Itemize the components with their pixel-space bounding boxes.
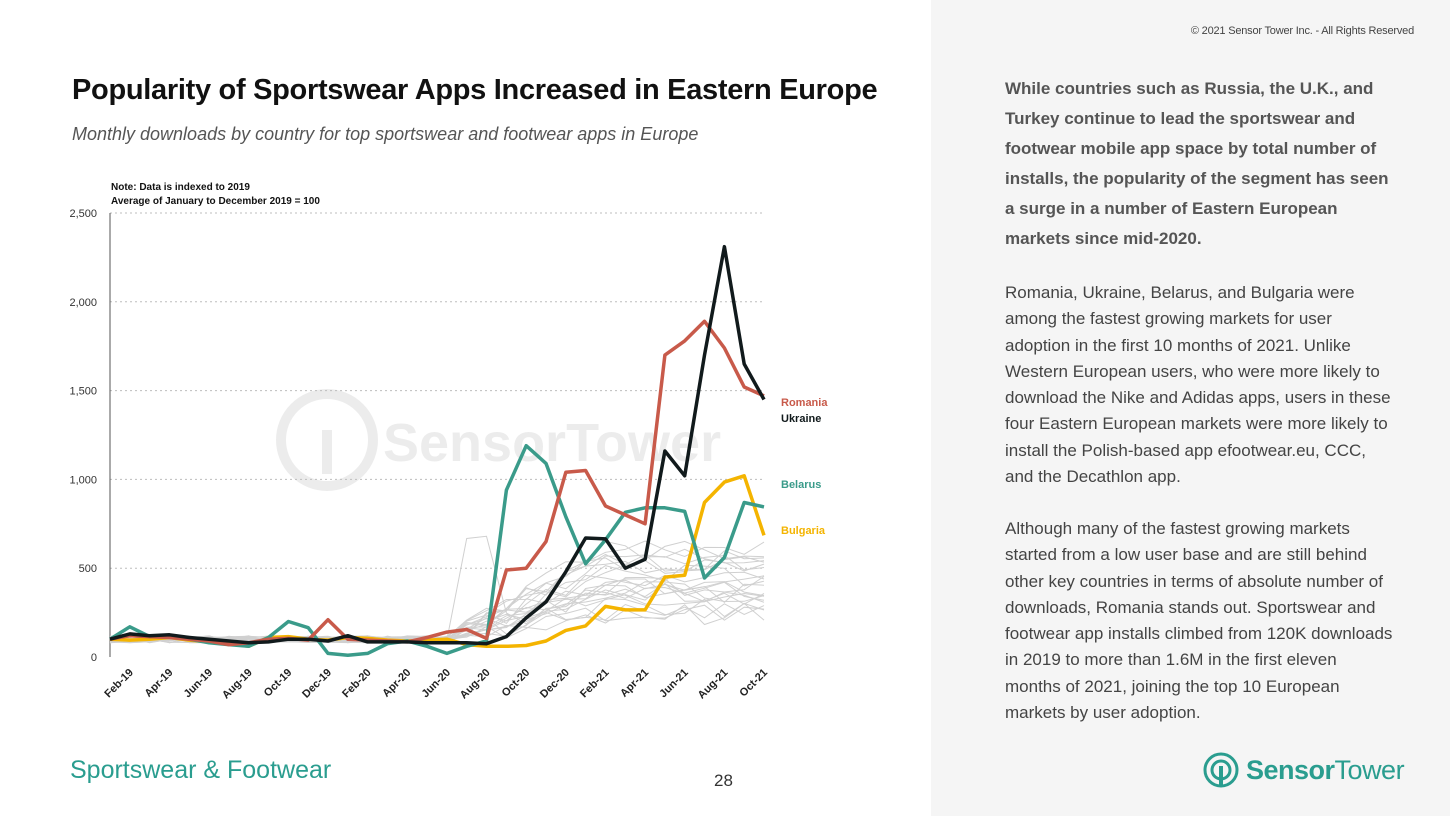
y-tick-label: 500 bbox=[79, 563, 97, 575]
watermark-logo-icon bbox=[276, 389, 378, 491]
x-tick-label: Oct-19 bbox=[262, 667, 295, 700]
x-tick-label: Jun-20 bbox=[419, 667, 453, 701]
other-country-line bbox=[109, 556, 765, 644]
highlighted-series bbox=[109, 244, 766, 657]
chart-note-line1: Note: Data is indexed to 2019 bbox=[111, 182, 250, 193]
series-label-bulgaria: Bulgaria bbox=[781, 525, 826, 537]
y-tick-label: 1,500 bbox=[69, 386, 97, 398]
other-country-line bbox=[109, 559, 765, 644]
other-country-line bbox=[109, 540, 765, 644]
chart-note-line2: Average of January to December 2019 = 10… bbox=[111, 196, 320, 207]
series-line-ukraine bbox=[109, 244, 766, 646]
x-tick-label: Aug-19 bbox=[220, 667, 255, 702]
sensor-tower-logo-icon bbox=[1203, 752, 1239, 788]
x-tick-label: Aug-20 bbox=[458, 667, 493, 702]
watermark: SensorTower bbox=[276, 389, 721, 491]
y-axis: 0 500 1,000 1,500 2,000 2,500 bbox=[69, 208, 111, 664]
y-tick-label: 1,000 bbox=[69, 474, 97, 486]
series-line-bulgaria bbox=[109, 474, 766, 649]
series-line-romania bbox=[109, 319, 765, 647]
watermark-text: SensorTower bbox=[383, 413, 721, 473]
y-tick-label: 0 bbox=[91, 652, 97, 664]
series-labels: Bulgaria Belarus Romania Ukraine bbox=[781, 397, 828, 537]
x-tick-label: Apr-21 bbox=[618, 667, 651, 700]
logo-text-light: Tower bbox=[1334, 754, 1405, 785]
other-country-line bbox=[109, 571, 765, 643]
x-tick-label: Dec-19 bbox=[300, 667, 334, 701]
x-tick-label: Jun-21 bbox=[657, 667, 691, 701]
page-subtitle: Monthly downloads by country for top spo… bbox=[72, 124, 699, 144]
x-tick-label: Feb-21 bbox=[578, 667, 612, 701]
watermark-logo-stem bbox=[322, 430, 332, 474]
page-title: Popularity of Sportswear Apps Increased … bbox=[72, 74, 878, 106]
other-countries-lines bbox=[109, 535, 765, 644]
x-axis: Feb-19 Apr-19 Jun-19 Aug-19 Oct-19 Dec-19 Feb-… bbox=[102, 667, 770, 702]
other-country-line bbox=[109, 581, 765, 643]
page-number: 28 bbox=[714, 771, 733, 790]
other-country-line bbox=[109, 550, 765, 644]
lead-paragraph: While countries such as Russia, the U.K.… bbox=[1005, 79, 1389, 248]
logo-text: SensorTower bbox=[1246, 754, 1405, 786]
x-tick-label: Feb-19 bbox=[102, 667, 136, 701]
x-tick-label: Feb-20 bbox=[340, 667, 374, 701]
gridlines bbox=[110, 212, 764, 569]
downloads-chart: SensorTower Note: Data is indexed to 201… bbox=[69, 182, 828, 702]
body-paragraph-3: Although many of the fastest growing mar… bbox=[1005, 519, 1393, 723]
x-tick-label: Oct-20 bbox=[500, 667, 533, 700]
right-panel bbox=[931, 0, 1450, 816]
x-tick-label: Dec-20 bbox=[538, 667, 572, 701]
series-label-romania: Romania bbox=[781, 397, 828, 409]
body-paragraph-2: Romania, Ukraine, Belarus, and Bulgaria … bbox=[1005, 283, 1391, 487]
x-tick-label: Aug-21 bbox=[696, 667, 731, 702]
series-label-ukraine: Ukraine bbox=[781, 413, 821, 425]
section-title: Sportswear & Footwear bbox=[70, 756, 332, 784]
other-country-line bbox=[109, 548, 765, 644]
x-tick-label: Apr-20 bbox=[380, 667, 413, 700]
y-tick-label: 2,500 bbox=[69, 208, 97, 220]
copyright: © 2021 Sensor Tower Inc. - All Rights Re… bbox=[1190, 25, 1414, 37]
x-tick-label: Jun-19 bbox=[182, 667, 216, 701]
series-label-belarus: Belarus bbox=[781, 479, 821, 491]
other-country-line bbox=[109, 575, 765, 643]
x-tick-label: Oct-21 bbox=[737, 667, 770, 700]
other-country-line bbox=[109, 535, 765, 644]
x-tick-label: Apr-19 bbox=[142, 667, 175, 700]
y-tick-label: 2,000 bbox=[69, 297, 97, 309]
other-country-line bbox=[109, 575, 765, 643]
logo-text-bold: Sensor bbox=[1246, 754, 1335, 785]
sensor-tower-logo: SensorTower bbox=[1202, 750, 1405, 790]
